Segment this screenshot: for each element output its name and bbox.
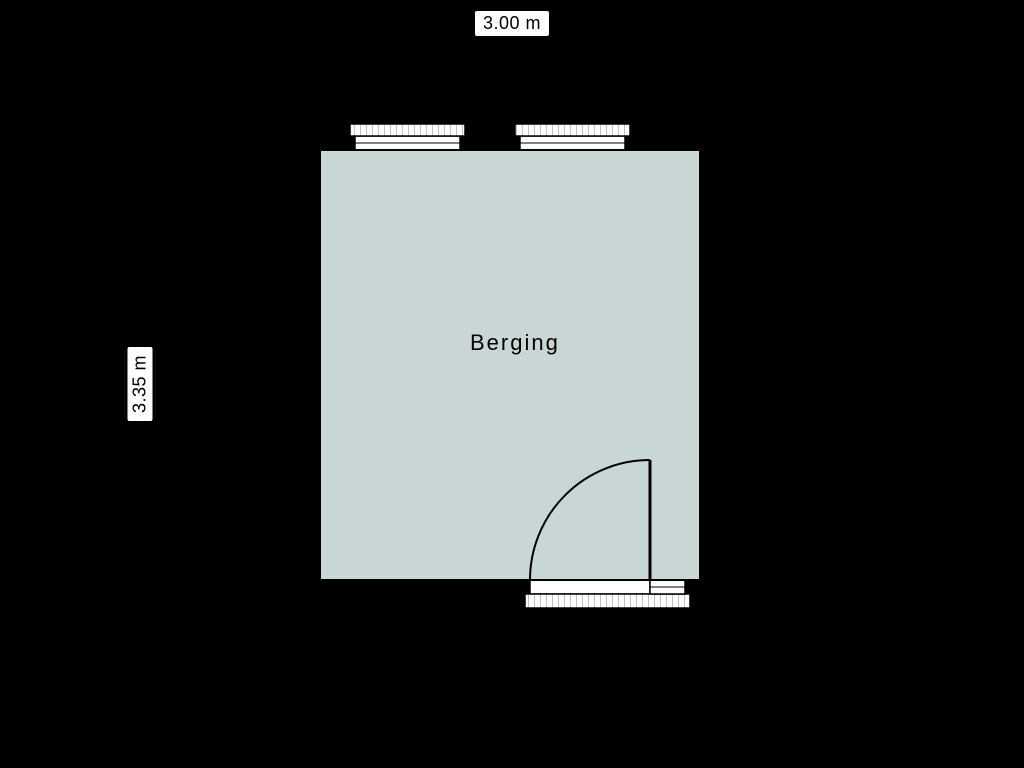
floorplan-svg xyxy=(0,0,1024,768)
window-top-2 xyxy=(515,124,630,150)
dimension-width-label: 3.00 m xyxy=(474,10,550,37)
dimension-height-label: 3.35 m xyxy=(127,346,154,422)
floorplan-canvas: 3.00 m 3.35 m Berging xyxy=(0,0,1024,768)
room-label: Berging xyxy=(470,330,560,356)
window-top-1 xyxy=(350,124,465,150)
room-fill-top xyxy=(320,150,700,580)
